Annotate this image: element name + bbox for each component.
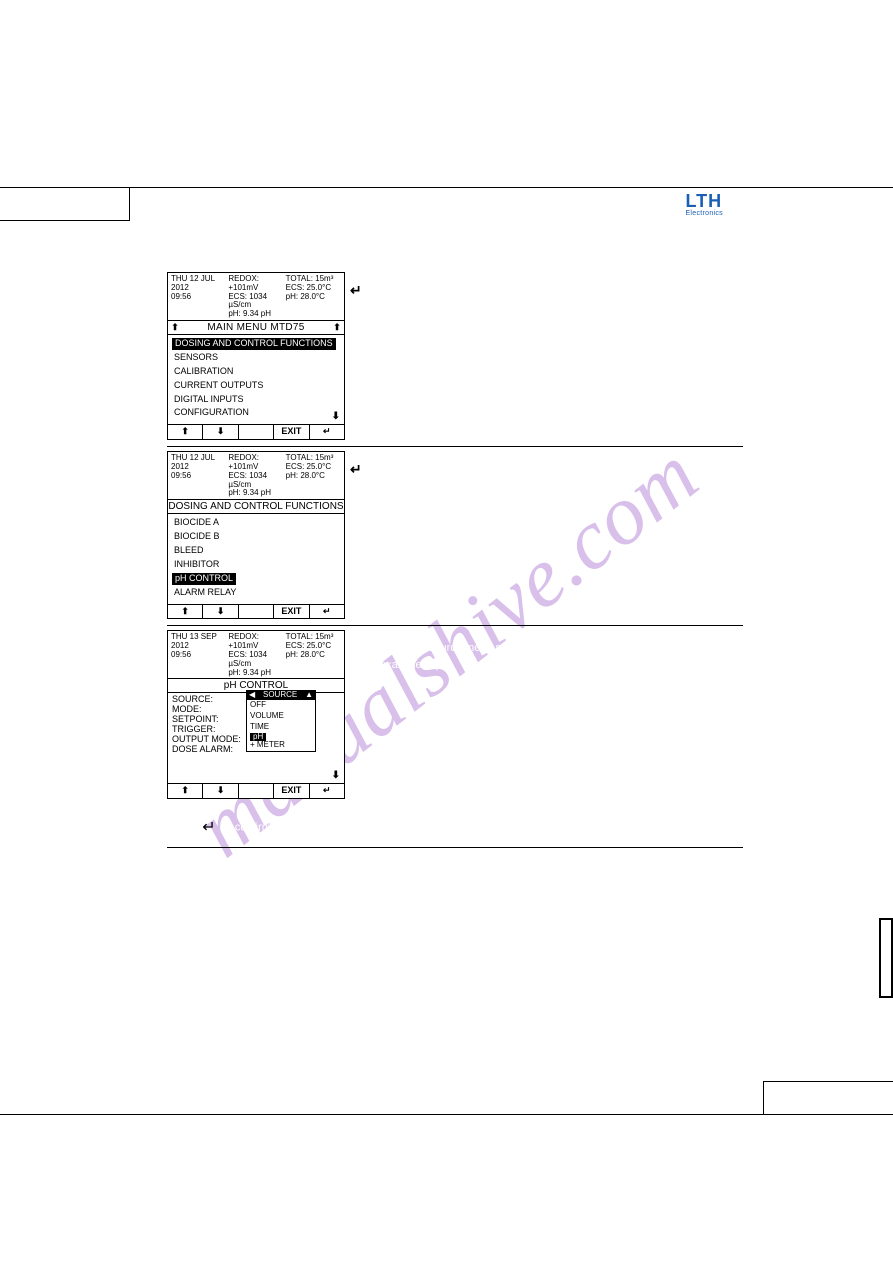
up-button[interactable]: ⬆ bbox=[168, 605, 203, 619]
side-tab-left bbox=[0, 188, 130, 221]
popup-up-icon: ▲ bbox=[305, 691, 313, 700]
lcd3-ph: pH: 9.34 pH bbox=[228, 669, 283, 678]
content-area: THU 12 JUL 2012 09:56 REDOX: +101mV ECS:… bbox=[167, 268, 743, 1074]
step-3-instruction: From the Source menu select the desired … bbox=[380, 642, 723, 671]
kv-key: DOSE ALARM: bbox=[172, 745, 250, 755]
source-popup: ◀ SOURCE ▲ OFF VOLUME TIME pH + METER bbox=[246, 690, 316, 752]
lcd1-buttons: ⬆ ⬇ EXIT ↵ bbox=[168, 424, 344, 439]
logo: LTH Electronics bbox=[685, 192, 723, 217]
step-1-screenshot: THU 12 JUL 2012 09:56 REDOX: +101mV ECS:… bbox=[167, 272, 362, 440]
popup-title: SOURCE bbox=[255, 691, 305, 700]
popup-item[interactable]: OFF bbox=[247, 700, 315, 711]
lcd2-date: THU 12 JUL 2012 bbox=[171, 454, 226, 472]
lcd1-date: THU 12 JUL 2012 bbox=[171, 275, 226, 293]
lcd3-buttons: ⬆ ⬇ EXIT ↵ bbox=[168, 783, 344, 798]
step-2-instruction: Select pH Control and press bbox=[380, 463, 518, 475]
lcd-screen-1: THU 12 JUL 2012 09:56 REDOX: +101mV ECS:… bbox=[167, 272, 345, 440]
lcd3-ecs: ECS: 1034 µS/cm bbox=[228, 651, 283, 669]
menu-item[interactable]: BIOCIDE B bbox=[172, 531, 222, 543]
step-1-row: THU 12 JUL 2012 09:56 REDOX: +101mV ECS:… bbox=[167, 268, 743, 447]
down-button[interactable]: ⬇ bbox=[203, 605, 238, 619]
lcd3-redox: REDOX: +101mV bbox=[228, 633, 283, 651]
lcd-screen-2: THU 12 JUL 2012 09:56 REDOX: +101mV ECS:… bbox=[167, 451, 345, 619]
final-text-after: to confirm selection. bbox=[223, 822, 321, 834]
step-2-screenshot: THU 12 JUL 2012 09:56 REDOX: +101mV ECS:… bbox=[167, 451, 362, 619]
side-index-box bbox=[879, 918, 893, 998]
enter-button[interactable]: ↵ bbox=[310, 784, 344, 798]
lcd2-ph: pH: 9.34 pH bbox=[228, 489, 283, 498]
lcd2-time: 09:56 bbox=[171, 472, 226, 481]
enter-icon: ↵ bbox=[202, 815, 215, 841]
lcd3-time: 09:56 bbox=[171, 651, 226, 660]
menu-item[interactable]: DOSING AND CONTROL FUNCTIONS bbox=[172, 338, 336, 350]
lcd-screen-3: THU 13 SEP 2012 09:56 REDOX: +101mV ECS:… bbox=[167, 630, 345, 799]
enter-icon: ↵ bbox=[350, 461, 362, 477]
down-button[interactable]: ⬇ bbox=[203, 784, 238, 798]
lcd1-ph-t: pH: 28.0°C bbox=[286, 293, 341, 302]
menu-item[interactable]: pH CONTROL bbox=[172, 573, 236, 585]
lcd1-body: DOSING AND CONTROL FUNCTIONS SENSORS CAL… bbox=[168, 335, 344, 424]
logo-text: LTH bbox=[685, 192, 723, 210]
lcd1-title: MAIN MENU MTD75 bbox=[182, 321, 330, 334]
blank-button[interactable] bbox=[239, 425, 274, 439]
exit-button[interactable]: EXIT bbox=[274, 784, 309, 798]
logo-subtext: Electronics bbox=[685, 210, 723, 217]
lcd2-buttons: ⬆ ⬇ EXIT ↵ bbox=[168, 604, 344, 619]
menu-item[interactable]: INHIBITOR bbox=[172, 559, 221, 571]
final-row: Press ↵ to confirm selection. bbox=[167, 805, 743, 848]
lcd1-ecs: ECS: 1034 µS/cm bbox=[228, 293, 283, 311]
exit-button[interactable]: EXIT bbox=[274, 605, 309, 619]
lcd3-body: SOURCE: MODE: SETPOINT: TRIGGER: OUTPUT … bbox=[168, 693, 344, 783]
menu-item[interactable]: DIGITAL INPUTS bbox=[172, 394, 246, 406]
step-3-text: From the Source menu select the desired … bbox=[362, 630, 743, 673]
exit-button[interactable]: EXIT bbox=[274, 425, 309, 439]
menu-item[interactable]: CALIBRATION bbox=[172, 366, 235, 378]
lcd3-status-bar: THU 13 SEP 2012 09:56 REDOX: +101mV ECS:… bbox=[168, 631, 344, 678]
menu-item[interactable]: CONFIGURATION bbox=[172, 407, 251, 419]
step-3-screenshot: THU 13 SEP 2012 09:56 REDOX: +101mV ECS:… bbox=[167, 630, 362, 799]
enter-button[interactable]: ↵ bbox=[310, 425, 344, 439]
step-2-text: Select pH Control and press ↵ bbox=[362, 451, 743, 478]
side-tab-right bbox=[763, 1081, 893, 1114]
lcd2-ph-t: pH: 28.0°C bbox=[286, 472, 341, 481]
menu-item[interactable]: BLEED bbox=[172, 545, 206, 557]
menu-item[interactable]: BIOCIDE A bbox=[172, 517, 221, 529]
scroll-up-icon: ⬆ bbox=[168, 323, 182, 333]
lcd3-date: THU 13 SEP 2012 bbox=[171, 633, 226, 651]
popup-item[interactable]: + METER bbox=[247, 741, 315, 751]
step-3-row: THU 13 SEP 2012 09:56 REDOX: +101mV ECS:… bbox=[167, 626, 743, 805]
lcd2-title: DOSING AND CONTROL FUNCTIONS bbox=[168, 499, 344, 514]
blank-button[interactable] bbox=[239, 605, 274, 619]
popup-item[interactable]: VOLUME bbox=[247, 711, 315, 722]
final-text-before: Press bbox=[167, 822, 195, 834]
scroll-up-icon: ⬆ bbox=[330, 323, 344, 333]
lcd2-redox: REDOX: +101mV bbox=[228, 454, 283, 472]
lcd2-status-bar: THU 12 JUL 2012 09:56 REDOX: +101mV ECS:… bbox=[168, 452, 344, 499]
step-2-row: THU 12 JUL 2012 09:56 REDOX: +101mV ECS:… bbox=[167, 447, 743, 626]
lcd1-time: 09:56 bbox=[171, 293, 226, 302]
scroll-down-icon: ⬇ bbox=[332, 411, 340, 422]
lcd3-ph-t: pH: 28.0°C bbox=[286, 651, 341, 660]
blank-button[interactable] bbox=[239, 784, 274, 798]
lcd2-body: BIOCIDE A BIOCIDE B BLEED INHIBITOR pH C… bbox=[168, 514, 344, 603]
menu-item[interactable]: SENSORS bbox=[172, 352, 220, 364]
up-button[interactable]: ⬆ bbox=[168, 425, 203, 439]
menu-item[interactable]: ALARM RELAY bbox=[172, 587, 238, 599]
enter-button[interactable]: ↵ bbox=[310, 605, 344, 619]
lcd1-ph: pH: 9.34 pH bbox=[228, 310, 283, 319]
step-1-instruction: From the Main Menu select Dosing and Con… bbox=[380, 284, 713, 296]
scroll-down-icon: ⬇ bbox=[332, 770, 340, 781]
step-1-text: From the Main Menu select Dosing and Con… bbox=[362, 272, 743, 299]
lcd2-ecs: ECS: 1034 µS/cm bbox=[228, 472, 283, 490]
lcd1-redox: REDOX: +101mV bbox=[228, 275, 283, 293]
down-button[interactable]: ⬇ bbox=[203, 425, 238, 439]
up-button[interactable]: ⬆ bbox=[168, 784, 203, 798]
menu-item[interactable]: CURRENT OUTPUTS bbox=[172, 380, 265, 392]
lcd1-status-bar: THU 12 JUL 2012 09:56 REDOX: +101mV ECS:… bbox=[168, 273, 344, 320]
popup-item[interactable]: TIME bbox=[247, 722, 315, 733]
page-frame: LTH Electronics manualshive.com THU 12 J… bbox=[0, 187, 893, 1115]
enter-icon: ↵ bbox=[350, 282, 362, 298]
